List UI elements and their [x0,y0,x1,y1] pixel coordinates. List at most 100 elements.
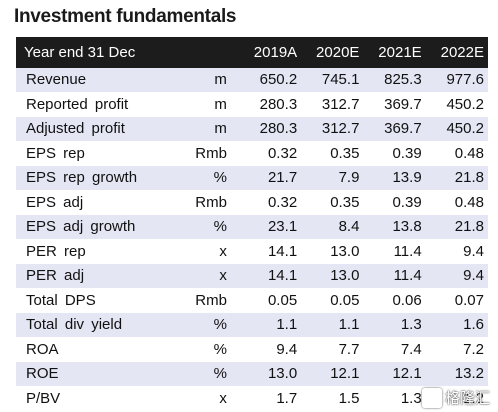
header-cell-2022e: 2022E [425,37,488,68]
row-unit: m [166,116,239,142]
table-row: ROA% 9.4 7.7 7.4 7.2 [16,337,488,362]
row-label: EPS rep [16,141,167,166]
row-unit: Rmb [166,190,239,215]
value-cell: 9.4 [425,263,488,289]
table-row: P/BV x 1.7 1.5 1.3 1.2 [16,386,488,411]
value-cell: 13.9 [363,165,426,191]
header-cell-2021e: 2021E [363,37,426,68]
row-unit: x [166,386,239,411]
row-label: Total div yield [16,312,167,338]
value-cell: 450.2 [425,116,488,142]
row-label: EPS rep growth [16,165,167,191]
table-row: PER adj x 14.1 13.0 11.4 9.4 [16,263,488,289]
value-cell: 0.32 [238,190,302,215]
page-title: Investment fundamentals [14,6,237,27]
row-unit: Rmb [166,141,239,166]
value-cell: 13.0 [238,361,302,387]
header-cell-2019a: 2019A [238,37,302,68]
value-cell: 7.2 [425,337,488,362]
value-cell: 7.9 [301,165,364,191]
row-unit: % [166,312,239,338]
value-cell: 0.35 [301,190,364,215]
value-cell: 9.4 [238,337,302,362]
row-label: Total DPS [16,288,167,313]
value-cell: 0.39 [363,190,426,215]
value-cell: 13.2 [425,361,488,387]
table-row: Adjusted profit m 280.3 312.7 369.7 450.2 [16,116,488,142]
table-row: Reported profit m 280.3 312.7 369.7 450.2 [16,92,488,117]
value-cell: 0.32 [238,141,302,166]
value-cell: 12.1 [363,361,426,387]
header-cell-2020e: 2020E [301,37,364,68]
value-cell: 1.3 [363,312,426,338]
value-cell: 1.7 [238,386,302,411]
value-cell: 1.5 [301,386,364,411]
row-label: ROE [16,361,167,387]
value-cell: 8.4 [301,214,364,240]
header-cell-unit [166,37,239,68]
value-cell: 9.4 [425,239,488,264]
value-cell: 0.39 [363,141,426,166]
value-cell: 825.3 [363,68,426,93]
value-cell: 0.05 [238,288,302,313]
value-cell: 7.7 [301,337,364,362]
row-unit: % [166,361,239,387]
table-row: Total DPS Rmb 0.05 0.05 0.06 0.07 [16,288,488,313]
value-cell: 1.6 [425,312,488,338]
table-row: EPS adj Rmb 0.32 0.35 0.39 0.48 [16,190,488,215]
value-cell: 1.1 [238,312,302,338]
row-unit: % [166,214,239,240]
value-cell: 977.6 [425,68,488,93]
value-cell: 21.8 [425,165,488,191]
table-row: EPS rep Rmb 0.32 0.35 0.39 0.48 [16,141,488,166]
value-cell: 1.3 [363,386,426,411]
row-unit: % [166,165,239,191]
row-label: Adjusted profit [16,116,167,142]
value-cell: 650.2 [238,68,302,93]
value-cell: 21.7 [238,165,302,191]
value-cell: 14.1 [238,263,302,289]
value-cell: 0.48 [425,190,488,215]
watermark: 格隆汇 [421,387,490,408]
value-cell: 0.06 [363,288,426,313]
row-unit: m [166,68,239,93]
row-label: P/BV [16,386,167,411]
value-cell: 13.0 [301,263,364,289]
value-cell: 280.3 [238,92,302,117]
header-cell-year-end: Year end 31 Dec [16,37,167,68]
row-unit: Rmb [166,288,239,313]
table-row: EPS rep growth% 21.7 7.9 13.9 21.8 [16,165,488,191]
row-label: EPS adj growth [16,214,167,240]
value-cell: 7.4 [363,337,426,362]
value-cell: 11.4 [363,263,426,289]
value-cell: 13.8 [363,214,426,240]
gelonghui-logo-icon [421,387,442,408]
value-cell: 14.1 [238,239,302,264]
value-cell: 312.7 [301,92,364,117]
row-label: EPS adj [16,190,167,215]
value-cell: 13.0 [301,239,364,264]
row-label: ROA [16,337,167,362]
value-cell: 369.7 [363,116,426,142]
row-label: Revenue [16,68,167,93]
value-cell: 369.7 [363,92,426,117]
fundamentals-table: Year end 31 Dec 2019A 2020E 2021E 2022E … [16,37,488,411]
value-cell: 12.1 [301,361,364,387]
value-cell: 280.3 [238,116,302,142]
value-cell: 0.48 [425,141,488,166]
value-cell: 312.7 [301,116,364,142]
row-label: PER rep [16,239,167,264]
value-cell: 745.1 [301,68,364,93]
row-unit: % [166,337,239,362]
value-cell: 11.4 [363,239,426,264]
table-row: Revenue m 650.2 745.1 825.3 977.6 [16,68,488,93]
value-cell: 0.07 [425,288,488,313]
table-body: Revenue m 650.2 745.1 825.3 977.6 Reported pro… [16,68,488,411]
row-unit: x [166,239,239,264]
value-cell: 450.2 [425,92,488,117]
value-cell: 1.1 [301,312,364,338]
table-row: Total div yield% 1.1 1.1 1.3 1.6 [16,312,488,338]
value-cell: 23.1 [238,214,302,240]
row-unit: m [166,92,239,117]
row-label: PER adj [16,263,167,289]
